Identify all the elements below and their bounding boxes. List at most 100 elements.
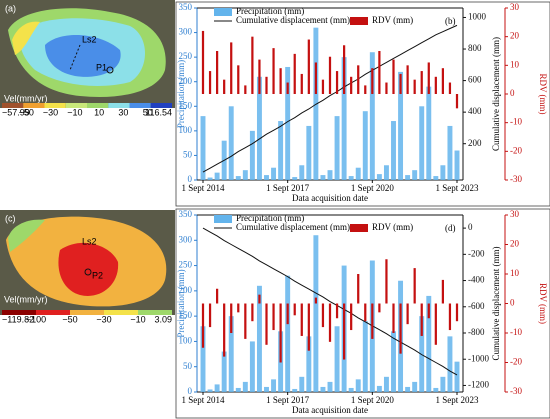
precipitation-bar	[412, 170, 418, 180]
y3-tick-label: 30	[510, 2, 520, 12]
colorbar-segment	[150, 103, 172, 108]
precipitation-bar	[376, 385, 382, 392]
colorbar-title: Vel(mm/yr)	[4, 294, 48, 304]
colorbar-tick-label: −50	[62, 314, 77, 324]
x-axis-label: Data acquisition date	[292, 405, 368, 415]
y-tick-label: 300	[179, 27, 193, 37]
precipitation-bar	[440, 376, 446, 392]
precipitation-bar	[433, 387, 439, 392]
rdv-bar	[265, 303, 268, 345]
precipitation-bar	[348, 176, 354, 180]
frame	[175, 1, 550, 207]
y2-tick-label: -1000	[468, 353, 489, 363]
legend-swatch	[214, 215, 232, 223]
y-axis-label: Precipitation (mm)	[176, 269, 186, 337]
rdv-bar	[300, 303, 303, 336]
y2-tick-label: -600	[468, 301, 485, 311]
precipitation-bar	[355, 167, 361, 180]
colorbar-tick-label: −100	[26, 314, 46, 324]
precipitation-bar	[320, 386, 326, 392]
rdv-bar	[357, 65, 360, 94]
legend-label: RDV (mm)	[372, 222, 413, 232]
rdv-bar	[258, 59, 261, 94]
precipitation-bar	[313, 235, 319, 392]
rdv-bar	[364, 85, 367, 94]
y-tick-label: 50	[183, 149, 193, 159]
precipitation-bar	[271, 379, 277, 392]
map-label: Ls2	[82, 34, 97, 44]
precipitation-bar	[271, 167, 277, 180]
rdv-bar	[378, 51, 381, 94]
colorbar-title: Vel(mm/yr)	[4, 93, 48, 103]
y-axis-label: Precipitation (mm)	[176, 60, 186, 128]
y-tick-label: 0	[188, 386, 193, 396]
precipitation-bar	[362, 111, 368, 180]
colorbar-tick-label: 10	[94, 107, 104, 117]
precipitation-bar	[320, 175, 326, 180]
legend-swatch	[214, 8, 232, 16]
rdv-bar	[208, 71, 212, 94]
rdv-bar	[385, 82, 388, 94]
y3-tick-label: 20	[510, 239, 520, 249]
rdv-bar	[455, 303, 459, 322]
y-tick-label: 350	[179, 2, 193, 12]
y2-tick-label: 600	[468, 75, 482, 85]
y3-tick-label: -20	[510, 357, 522, 367]
rdv-bar	[399, 73, 402, 94]
rdv-bar	[371, 303, 374, 339]
precipitation-bar	[447, 125, 453, 180]
point-marker	[84, 268, 92, 276]
chart: 0501001502002503003500-200-400-600-800-1…	[175, 208, 550, 419]
y-tick-label: 100	[179, 125, 193, 135]
charts: 0501001502002503003502004006008001000-30…	[175, 1, 550, 419]
rdv-bar	[201, 30, 205, 94]
displacement-line	[202, 227, 458, 376]
legend-swatch	[350, 224, 368, 232]
rdv-bar	[237, 303, 240, 313]
colorbar-tick-label: 50	[143, 107, 153, 117]
precipitation-bar	[383, 165, 389, 180]
colorbar-tick-label: −10	[67, 107, 82, 117]
y-tick-label: 250	[179, 51, 193, 61]
y2-tick-label: 1000	[468, 12, 487, 22]
y-tick-label: 0	[188, 174, 193, 184]
legend-label: Precipitation (mm)	[236, 6, 304, 16]
rdv-bar	[265, 76, 268, 94]
rdv-bar	[434, 76, 437, 94]
rdv-bar	[230, 303, 233, 333]
rdv-bar	[420, 71, 423, 94]
rdv-bar	[293, 303, 296, 316]
y2-axis-label: Cumulative displacement (mm)	[491, 37, 501, 151]
x-tick-label: 1 Sept 2023	[435, 183, 479, 193]
precipitation-bar	[376, 174, 382, 180]
precipitation-bar	[235, 387, 241, 392]
rdv-bar	[448, 82, 452, 94]
rdv-bar	[413, 79, 416, 94]
precipitation-bar	[264, 386, 269, 392]
colorbar-segment	[44, 103, 66, 108]
chart: 0501001502002503003502004006008001000-30…	[175, 1, 550, 207]
precipitation-bar	[348, 387, 354, 392]
map-label: P1	[96, 62, 107, 72]
precipitation-bar	[391, 331, 396, 392]
precipitation-bar	[412, 381, 418, 392]
x-tick-label: 1 Sept 2017	[266, 183, 310, 193]
legend-label: Cumulative displacement (mm)	[236, 222, 350, 232]
y3-tick-label: -20	[510, 145, 522, 155]
precipitation-bar	[426, 86, 432, 180]
precipitation-bar	[391, 121, 396, 180]
rdv-bar	[371, 68, 374, 94]
rdv-bar	[441, 68, 445, 94]
colorbar-segment	[2, 103, 24, 108]
rdv-bar	[427, 303, 430, 319]
rdv-bar	[230, 42, 233, 94]
y3-tick-label: 30	[510, 209, 520, 219]
rdv-bar	[399, 303, 402, 354]
precipitation-bar	[264, 175, 269, 180]
precipitation-bar	[242, 170, 248, 180]
rdv-bar	[392, 59, 395, 94]
colorbar-tick-label: −57.99	[2, 107, 30, 117]
rdv-bar	[258, 294, 261, 304]
